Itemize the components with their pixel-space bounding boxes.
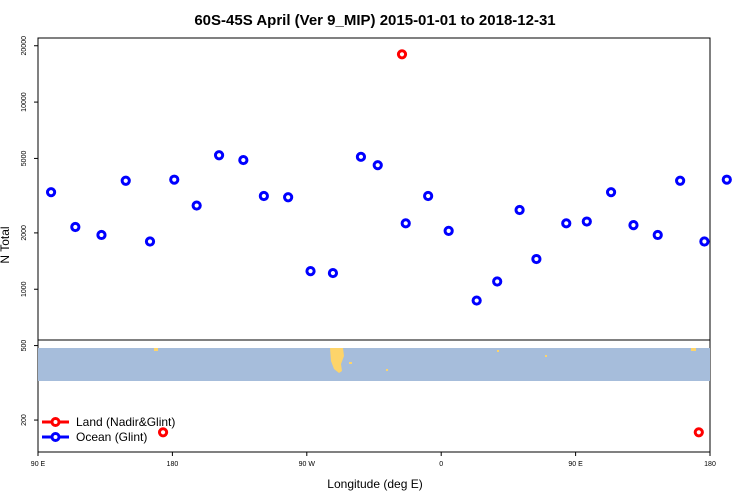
map-landmass <box>154 348 696 373</box>
y-tick-label: 1000 <box>21 281 28 297</box>
ocean-point <box>238 154 249 166</box>
legend-ocean-label: Ocean (Glint) <box>76 430 147 444</box>
x-tick-label: 180 <box>167 461 179 468</box>
y-axis-label: N Total <box>0 226 12 263</box>
y-tick-label: 500 <box>21 340 28 352</box>
legend: Land (Nadir&Glint) Ocean (Glint) <box>42 415 175 444</box>
ocean-point <box>628 220 639 231</box>
ocean-point <box>327 267 339 279</box>
legend-land-marker <box>50 417 61 427</box>
ocean-point <box>423 190 434 202</box>
ocean-point <box>471 295 482 306</box>
ocean-point <box>605 187 617 198</box>
land-point <box>693 427 704 438</box>
ocean-point <box>492 276 503 287</box>
ocean-point <box>652 229 663 241</box>
ocean-point <box>443 225 454 236</box>
land-point <box>396 49 408 60</box>
legend-ocean-marker <box>50 432 61 442</box>
plot-frame <box>37 37 711 453</box>
data-points <box>45 49 732 438</box>
ocean-point <box>721 174 732 185</box>
ocean-point <box>144 236 156 247</box>
map-ocean-band <box>38 348 710 381</box>
ocean-point <box>400 218 411 229</box>
x-tick-label: 180 <box>704 461 716 468</box>
ocean-point <box>355 151 367 162</box>
legend-land-label: Land (Nadir&Glint) <box>76 415 175 429</box>
x-axis-label: Longitude (deg E) <box>327 477 422 491</box>
ocean-point <box>699 236 710 247</box>
x-tick-label: 0 <box>439 461 443 468</box>
x-axis-ticks: 90 E 180 90 W 0 90 E 180 <box>31 452 716 468</box>
y-tick-label: 5000 <box>21 151 28 167</box>
ocean-point <box>561 218 572 229</box>
ocean-point <box>531 253 542 265</box>
x-tick-label: 90 E <box>568 461 583 468</box>
y-tick-label: 200 <box>21 414 28 426</box>
ocean-point <box>372 160 383 171</box>
ocean-point <box>70 221 81 233</box>
y-tick-label: 20000 <box>21 36 28 56</box>
ocean-point <box>45 187 57 198</box>
ocean-point <box>258 190 269 202</box>
ocean-point <box>191 200 202 211</box>
ocean-point <box>675 175 686 186</box>
land-point <box>157 427 169 438</box>
x-tick-label: 90 W <box>299 461 316 468</box>
y-tick-label: 2000 <box>21 225 28 241</box>
chart-title: 60S-45S April (Ver 9_MIP) 2015-01-01 to … <box>194 12 555 29</box>
ocean-point <box>213 150 225 161</box>
ocean-point <box>169 174 180 185</box>
ocean-point <box>120 175 131 186</box>
ocean-point <box>514 204 525 216</box>
ocean-point <box>283 192 294 203</box>
ocean-point <box>96 229 107 241</box>
ocean-point <box>581 216 592 227</box>
x-tick-label: 90 E <box>31 461 46 468</box>
y-tick-label: 10000 <box>21 92 28 112</box>
y-axis-ticks: 200 500 1000 2000 5000 10000 20000 <box>21 36 38 426</box>
ocean-point <box>305 266 316 277</box>
